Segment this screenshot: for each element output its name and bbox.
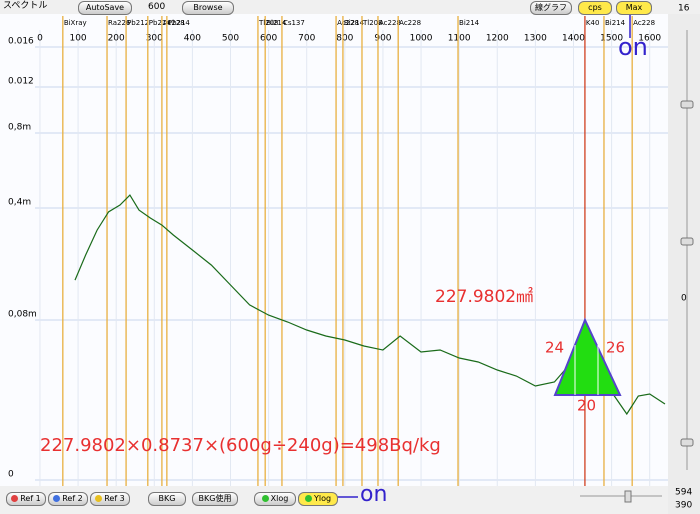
plot-bg — [0, 14, 668, 486]
side-bottom: 390 — [675, 501, 692, 511]
isotope-label: Ra226 — [108, 19, 131, 27]
isotope-label: Ac228 — [163, 19, 185, 27]
y-tick-label: 0.012 — [8, 77, 34, 87]
bottom-button[interactable]: BKG — [148, 492, 186, 506]
area-label: 227.9802㎟ — [435, 287, 533, 307]
y-tick-label: 0.016 — [8, 37, 34, 47]
y-tick-label: 0,8m — [8, 123, 31, 133]
button-icon — [11, 495, 19, 502]
button-label: BKG — [158, 494, 176, 503]
base-label: 20 — [577, 397, 596, 415]
isotope-label: Pb212 — [127, 19, 149, 27]
y-tick-label: 0 — [8, 470, 14, 480]
bottom-button[interactable]: Ylog — [298, 492, 338, 506]
x-tick-label: 1300 — [524, 34, 547, 44]
isotope-label: Ac228 — [337, 19, 359, 27]
side-panel — [668, 14, 700, 514]
browse-button[interactable]: Browse — [182, 1, 234, 15]
button-label: Xlog — [270, 494, 289, 503]
slider-thumb[interactable] — [680, 237, 694, 246]
x-tick-label: 700 — [298, 34, 315, 44]
x-tick-label: 800 — [336, 34, 353, 44]
slider-thumb[interactable] — [680, 100, 694, 109]
isotope-label: BiXray — [64, 19, 87, 27]
x-tick-label: 1000 — [410, 34, 433, 44]
bottom-button[interactable]: Ref 2 — [48, 492, 88, 506]
button-label: Ylog — [313, 494, 332, 503]
graph-button[interactable]: 線グラフ — [530, 1, 572, 15]
x-tick-label: 900 — [374, 34, 391, 44]
x-tick-label: 1600 — [638, 34, 661, 44]
on-top: on — [618, 33, 648, 61]
isotope-label: K40 — [586, 19, 600, 27]
isotope-label: Tl208 — [362, 19, 383, 27]
bottom-button[interactable]: Xlog — [254, 492, 296, 506]
count: 600 — [148, 2, 166, 12]
isotope-label: Ac228 — [633, 19, 655, 27]
max-button[interactable]: Max — [616, 1, 652, 15]
bottom-button[interactable]: Ref 1 — [6, 492, 46, 506]
y-tick-label: 0,08m — [8, 310, 37, 320]
x-tick-label: 0 — [37, 34, 43, 44]
isotope-label: Pb214 — [168, 19, 191, 27]
button-icon — [53, 495, 61, 502]
isotope-label: Bi214 — [344, 19, 365, 27]
slider-thumb[interactable] — [624, 490, 632, 503]
x-tick-label: 1400 — [562, 34, 585, 44]
left-label: 24 — [545, 339, 564, 357]
side-mid: 0 — [681, 294, 687, 304]
button-icon — [261, 495, 269, 502]
x-tick-label: 500 — [222, 34, 239, 44]
isotope-label: Ac228 — [399, 19, 421, 27]
x-tick-label: 200 — [108, 34, 125, 44]
x-tick-label: 1100 — [448, 34, 471, 44]
button-label: BKG使用 — [198, 494, 232, 503]
roi-triangle — [553, 317, 622, 396]
isotope-label: Bi214 — [605, 19, 626, 27]
side-bottom: 594 — [675, 488, 692, 498]
on-bottom: on — [360, 482, 387, 507]
bottom-button[interactable]: BKG使用 — [192, 492, 238, 506]
isotope-label: Bi214 — [266, 19, 287, 27]
button-label: Ref 1 — [20, 494, 41, 503]
right-label: 26 — [606, 339, 625, 357]
x-tick-label: 300 — [146, 34, 163, 44]
title: スペクトル — [3, 1, 48, 11]
button-label: Ref 3 — [104, 494, 125, 503]
cps-button[interactable]: cps — [578, 1, 612, 15]
formula: 227.9802×0.8737×(600g÷240g)=498Bq/kg — [40, 435, 441, 456]
x-tick-label: 400 — [184, 34, 201, 44]
x-tick-label: 1500 — [600, 34, 623, 44]
bottom-button[interactable]: Ref 3 — [90, 492, 130, 506]
side-top: 16 — [678, 4, 690, 14]
slider-thumb[interactable] — [680, 438, 694, 447]
y-tick-label: 0,4m — [8, 198, 31, 208]
autosave-button[interactable]: AutoSave — [78, 1, 132, 15]
button-icon — [95, 495, 103, 502]
x-tick-label: 1200 — [486, 34, 509, 44]
button-label: Ref 2 — [62, 494, 83, 503]
isotope-label: Pb214 — [149, 19, 172, 27]
x-tick-label: 100 — [69, 34, 86, 44]
isotope-label: Cs137 — [283, 19, 305, 27]
button-icon — [304, 495, 312, 502]
isotope-label: Tl208 — [258, 19, 279, 27]
x-tick-label: 600 — [260, 34, 277, 44]
isotope-label: Ac228 — [379, 19, 401, 27]
isotope-label: Bi214 — [459, 19, 480, 27]
